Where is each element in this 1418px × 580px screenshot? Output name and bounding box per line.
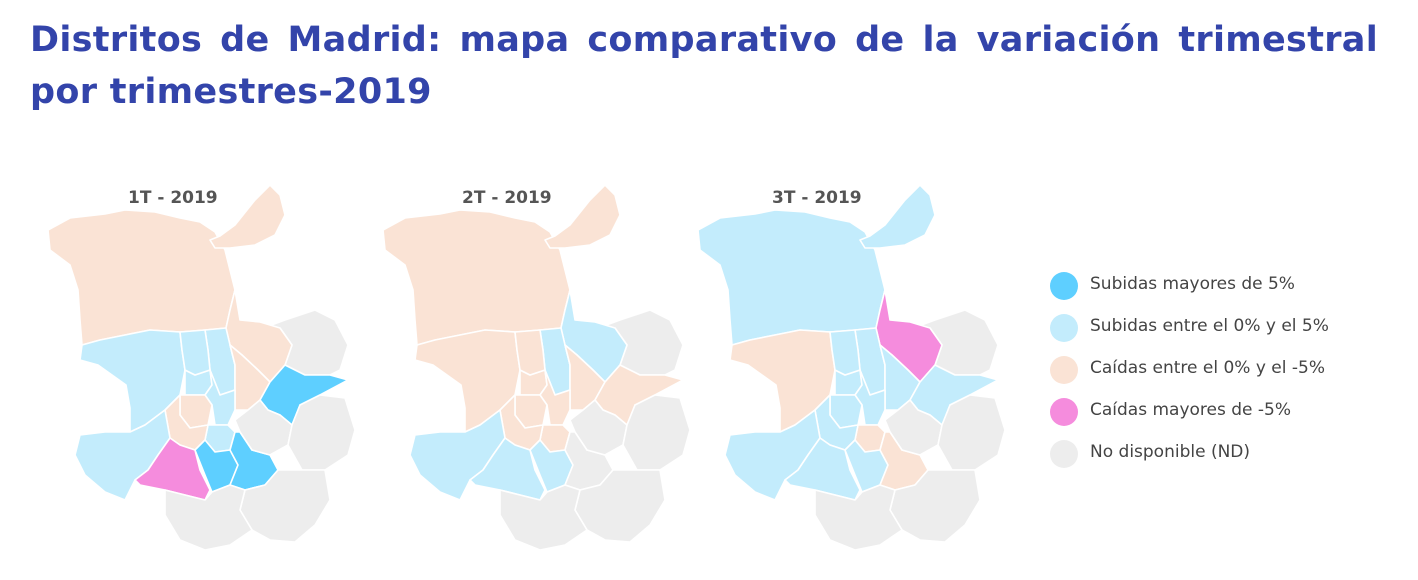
district-barajas: [859, 184, 936, 249]
district-fuencarral: [697, 209, 886, 346]
district-vicalvaro: [937, 394, 1006, 471]
legend-swatch: [1050, 398, 1078, 426]
map-label-3t: 3T - 2019: [772, 188, 862, 208]
district-map-3t: [697, 184, 1006, 551]
district-villaverde: [499, 484, 588, 551]
legend-swatch: [1050, 272, 1078, 300]
district-fuencarral: [47, 209, 236, 346]
map-label-1t: 1T - 2019: [128, 188, 218, 208]
district-barajas: [209, 184, 286, 249]
district-fuencarral: [382, 209, 571, 346]
district-map-1t: [47, 184, 356, 551]
legend-label: Subidas entre el 0% y el 5%: [1090, 316, 1329, 336]
district-vicalvaro: [622, 394, 691, 471]
district-tetuan: [179, 329, 211, 376]
district-tetuan: [514, 329, 546, 376]
district-barajas: [544, 184, 621, 249]
map-panel-2t: 2T - 2019: [365, 170, 705, 570]
page-title: Distritos de Madrid: mapa comparativo de…: [30, 20, 1378, 112]
district-map-2t: [382, 184, 691, 551]
legend-label: Caídas entre el 0% y el -5%: [1090, 358, 1325, 378]
district-vicalvaro: [287, 394, 356, 471]
district-tetuan: [829, 329, 861, 376]
map-panel-1t: 1T - 2019: [30, 170, 370, 570]
district-villaverde: [164, 484, 253, 551]
map-panel-3t: 3T - 2019: [680, 170, 1020, 570]
legend-swatch: [1050, 440, 1078, 468]
legend-swatch: [1050, 314, 1078, 342]
legend-label: Subidas mayores de 5%: [1090, 274, 1295, 294]
district-villaverde: [814, 484, 903, 551]
maps-container: 1T - 2019 2T - 2019 3T - 2019: [0, 170, 1418, 580]
map-label-2t: 2T - 2019: [462, 188, 552, 208]
legend-swatch: [1050, 356, 1078, 384]
legend-label: Caídas mayores de -5%: [1090, 400, 1292, 420]
legend-label: No disponible (ND): [1090, 442, 1251, 462]
